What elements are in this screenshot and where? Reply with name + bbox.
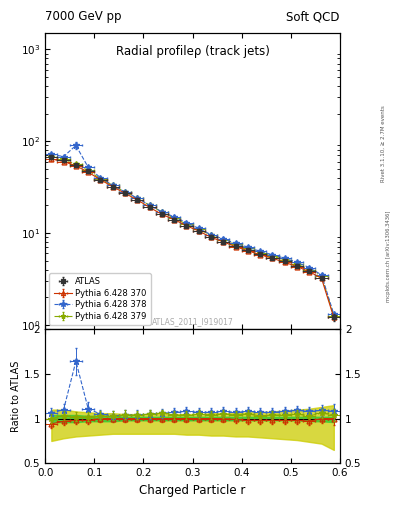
Text: Rivet 3.1.10, ≥ 2.7M events: Rivet 3.1.10, ≥ 2.7M events: [381, 105, 386, 182]
Legend: ATLAS, Pythia 6.428 370, Pythia 6.428 378, Pythia 6.428 379: ATLAS, Pythia 6.428 370, Pythia 6.428 37…: [50, 273, 151, 325]
X-axis label: Charged Particle r: Charged Particle r: [140, 484, 246, 497]
Text: ATLAS_2011_I919017: ATLAS_2011_I919017: [152, 317, 233, 326]
Text: Soft QCD: Soft QCD: [286, 10, 340, 23]
Text: Radial profileρ (track jets): Radial profileρ (track jets): [116, 45, 270, 58]
Text: 7000 GeV pp: 7000 GeV pp: [45, 10, 122, 23]
Text: mcplots.cern.ch [arXiv:1306.3436]: mcplots.cern.ch [arXiv:1306.3436]: [386, 210, 391, 302]
Y-axis label: Ratio to ATLAS: Ratio to ATLAS: [11, 360, 21, 432]
